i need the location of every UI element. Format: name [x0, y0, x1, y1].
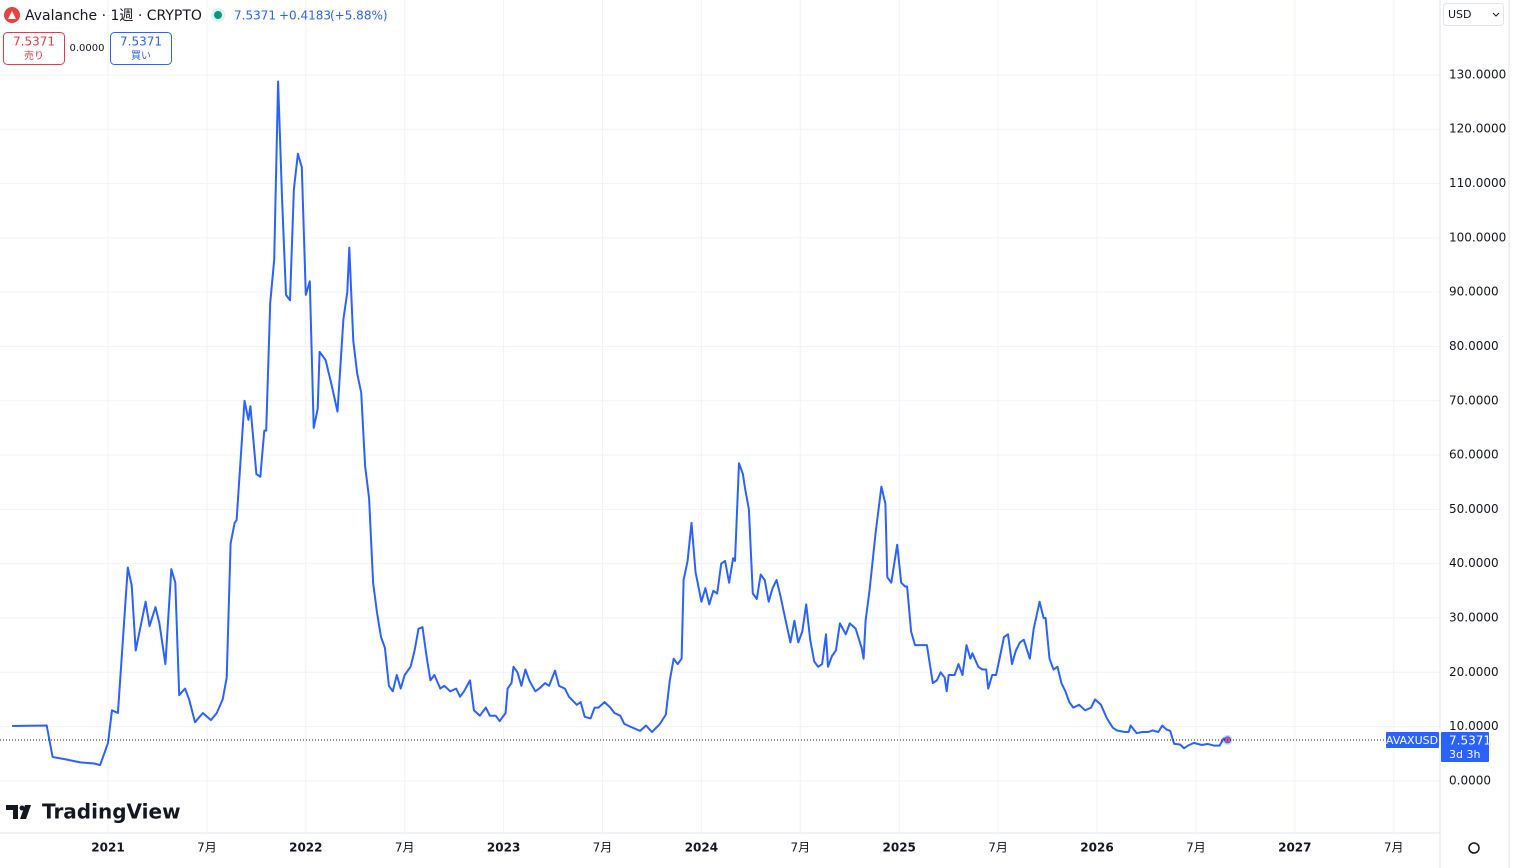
- header-change: +0.4183: [279, 9, 331, 23]
- x-tick-label: 7月: [593, 841, 613, 855]
- axes: 0.0000 10.0000 20.0000 30.0000 40.0000 50.000…: [91, 67, 1506, 854]
- header-change-pct: (+5.88%): [330, 9, 388, 23]
- buy-price: 7.5371: [120, 35, 162, 49]
- header-price: 7.5371: [234, 9, 276, 23]
- spread: 0.0000: [70, 43, 105, 54]
- price-line: [12, 80, 1228, 767]
- x-tick-label: 7月: [1186, 841, 1206, 855]
- x-tick-label: 7月: [395, 841, 415, 855]
- series-name-tag: [1386, 731, 1439, 748]
- x-tick-label: 7月: [1384, 841, 1404, 855]
- currency-caret: [1492, 12, 1500, 17]
- y-tick-label: 30.0000: [1449, 610, 1499, 624]
- series-name: AVAXUSD: [1386, 734, 1438, 747]
- sell-button[interactable]: [3, 32, 65, 65]
- buy-button[interactable]: [110, 32, 172, 65]
- x-tick-label: 2027: [1278, 841, 1311, 855]
- logo-icon-dot: [19, 805, 25, 811]
- y-tick-label: 0.0000: [1449, 773, 1491, 787]
- price-tag-countdown: 3d 3h: [1449, 748, 1480, 761]
- plot: [0, 80, 1440, 767]
- x-tick-label: 2026: [1080, 841, 1113, 855]
- y-tick-label: 120.0000: [1449, 122, 1506, 136]
- settings-icon[interactable]: [1468, 842, 1480, 854]
- x-tick-label: 7月: [197, 841, 217, 855]
- x-tick-label: 2023: [487, 841, 520, 855]
- x-tick-label: 7月: [790, 841, 810, 855]
- y-tick-label: 130.0000: [1449, 67, 1506, 81]
- y-tick-label: 100.0000: [1449, 230, 1506, 244]
- y-tick-label: 60.0000: [1449, 448, 1499, 462]
- grid: [0, 0, 1440, 833]
- sell-price: 7.5371: [13, 35, 55, 49]
- buy-label: 買い: [131, 50, 151, 62]
- x-tick-label: 2021: [91, 841, 124, 855]
- y-tick-label: 90.0000: [1449, 285, 1499, 299]
- price-tag-value: 7.5371: [1449, 733, 1491, 747]
- y-tick-label: 50.0000: [1449, 502, 1499, 516]
- currency-select[interactable]: [1443, 3, 1504, 26]
- currency-label: USD: [1448, 8, 1472, 21]
- logo: TradingView: [42, 800, 181, 824]
- price-tag: [1441, 731, 1489, 762]
- y-tick-label: 80.0000: [1449, 339, 1499, 353]
- x-tick-label: 2022: [289, 841, 322, 855]
- y-tick-label: 70.0000: [1449, 393, 1499, 407]
- sell-label: 売り: [24, 49, 44, 62]
- y-tick-label: 10.0000: [1449, 719, 1499, 733]
- symbol-title[interactable]: Avalanche · 1週 · CRYPTO: [25, 8, 202, 24]
- logo-icon: [6, 805, 31, 819]
- symbol-icon-glyph: [8, 11, 16, 19]
- y-tick-label: 20.0000: [1449, 665, 1499, 679]
- x-tick-label: 7月: [988, 841, 1008, 855]
- x-tick-label: 2024: [685, 841, 718, 855]
- y-tick-label: 40.0000: [1449, 556, 1499, 570]
- y-tick-label: 110.0000: [1449, 176, 1506, 190]
- x-tick-label: 2025: [883, 841, 916, 855]
- market-status-dot: [214, 11, 222, 19]
